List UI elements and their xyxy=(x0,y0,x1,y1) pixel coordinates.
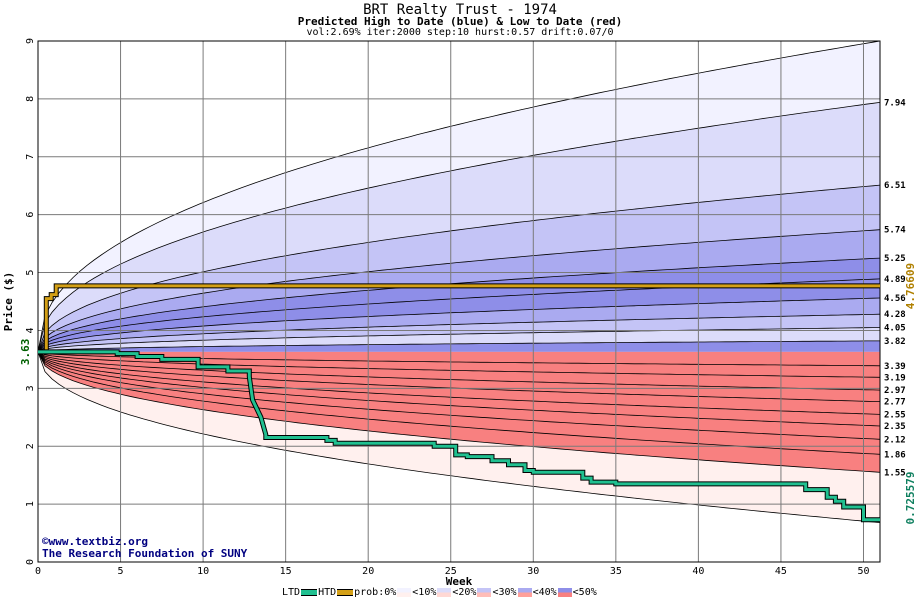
x-tick-label: 25 xyxy=(445,566,457,577)
high-quantile-label: 4.05 xyxy=(884,324,906,334)
y-tick-label: 8 xyxy=(25,96,36,102)
high-band-2 xyxy=(38,185,880,352)
y-tick-label: 4 xyxy=(25,327,36,333)
low-quantile-line-9 xyxy=(38,351,880,473)
y-tick-label: 3 xyxy=(25,385,36,391)
x-axis-label: Week xyxy=(446,575,473,588)
high-quantile-line-2 xyxy=(38,184,880,353)
htd-value-label: 4.76609 xyxy=(904,263,917,309)
low-quantile-label: 1.86 xyxy=(884,450,906,460)
high-quantile-label: 4.89 xyxy=(884,275,906,285)
low-quantile-line-6 xyxy=(38,351,880,427)
low-quantile-label: 2.77 xyxy=(884,398,906,408)
high-quantile-line-7 xyxy=(38,313,880,353)
y-tick-label: 6 xyxy=(25,212,36,218)
y-tick-label: 0 xyxy=(25,559,36,565)
high-quantile-label: 5.74 xyxy=(884,226,906,236)
plot-border xyxy=(37,40,881,563)
low-quantile-line-2 xyxy=(38,351,880,378)
high-quantile-label: 4.56 xyxy=(884,294,906,304)
high-quantile-label: 6.51 xyxy=(884,181,906,191)
credit-website: ©www.textbiz.org xyxy=(42,535,148,548)
high-band-6 xyxy=(38,298,880,352)
high-quantile-line-6 xyxy=(38,297,880,353)
high-quantile-line-8 xyxy=(38,327,880,353)
high-quantile-line-1 xyxy=(38,102,880,352)
y-tick-label: 2 xyxy=(25,443,36,449)
credit-organization: The Research Foundation of SUNY xyxy=(42,547,248,560)
legend-htd-label: HTD xyxy=(318,587,337,598)
high-band-5 xyxy=(38,278,880,352)
high-band-0 xyxy=(38,41,880,352)
x-tick-label: 15 xyxy=(280,566,292,577)
legend-band-20-label: <20% xyxy=(452,587,477,598)
high-quantile-line-0 xyxy=(38,41,880,352)
legend-band-40-label: <40% xyxy=(532,587,557,598)
high-quantile-line-4 xyxy=(38,257,880,353)
high-band-4 xyxy=(38,258,880,352)
high-band-7 xyxy=(38,314,880,352)
legend-band-30-swatch xyxy=(517,588,532,597)
high-quantile-line-3 xyxy=(38,229,880,353)
legend-ltd-label: LTD xyxy=(282,587,301,598)
legend-band-20-swatch xyxy=(477,588,492,597)
low-quantile-label: 2.97 xyxy=(884,386,906,396)
high-quantile-line-9 xyxy=(38,340,880,353)
x-tick-label: 35 xyxy=(610,566,622,577)
start-price-label: 3.63 xyxy=(19,339,32,366)
legend-band-50-label: <50% xyxy=(572,587,597,598)
y-tick-label: 5 xyxy=(25,270,36,276)
high-band-3 xyxy=(38,229,880,352)
x-tick-label: 20 xyxy=(362,566,374,577)
x-tick-label: 30 xyxy=(527,566,539,577)
x-tick-label: 45 xyxy=(775,566,787,577)
chart-params: vol:2.69% iter:2000 step:10 hurst:0.57 d… xyxy=(306,27,614,38)
legend-htd-swatch xyxy=(337,589,354,596)
high-quantile-label: 3.82 xyxy=(884,337,906,347)
high-quantile-label: 4.28 xyxy=(884,310,906,320)
low-quantile-label: 3.19 xyxy=(884,373,906,383)
legend-band-40-swatch xyxy=(557,588,572,597)
y-tick-label: 7 xyxy=(25,154,36,160)
x-tick-label: 0 xyxy=(35,566,41,577)
legend-band-30-label: <30% xyxy=(492,587,517,598)
low-quantile-line-7 xyxy=(38,351,880,440)
low-quantile-label: 2.55 xyxy=(884,410,906,420)
low-quantile-label: 2.12 xyxy=(884,435,906,445)
high-band-1 xyxy=(38,102,880,352)
x-tick-label: 5 xyxy=(118,566,124,577)
high-band-9 xyxy=(38,340,880,352)
x-tick-label: 50 xyxy=(857,566,869,577)
low-quantile-line-5 xyxy=(38,351,880,415)
legend-prob-label: prob:0% xyxy=(354,587,397,598)
y-tick-label: 1 xyxy=(25,501,36,507)
low-quantile-label: 3.39 xyxy=(884,362,906,372)
htd-line xyxy=(38,284,880,354)
low-quantile-label: 2.35 xyxy=(884,422,906,432)
chart-subtitle: Predicted High to Date (blue) & Low to D… xyxy=(297,15,623,28)
legend-ltd-swatch xyxy=(301,589,318,596)
y-axis-label: Price ($) xyxy=(2,272,15,332)
legend-band-10-swatch xyxy=(437,588,452,597)
x-tick-label: 10 xyxy=(197,566,209,577)
low-quantile-label: 1.55 xyxy=(884,468,906,478)
legend: LTD HTD prob:0% <10% <20% <30% <40% <50% xyxy=(282,587,597,598)
high-quantile-label: 7.94 xyxy=(884,98,906,108)
legend-band-0-swatch xyxy=(397,588,412,597)
legend-band-10-label: <10% xyxy=(412,587,437,598)
low-quantile-line-3 xyxy=(38,351,880,391)
ltd-value-label: 0.725579 xyxy=(904,472,917,525)
y-tick-label: 9 xyxy=(25,38,36,44)
ltd-line xyxy=(38,350,880,522)
high-quantile-label: 5.25 xyxy=(884,254,906,264)
chart-title: BRT Realty Trust - 1974 xyxy=(363,2,557,18)
x-tick-label: 40 xyxy=(692,566,704,577)
low-quantile-line-0 xyxy=(38,351,880,523)
